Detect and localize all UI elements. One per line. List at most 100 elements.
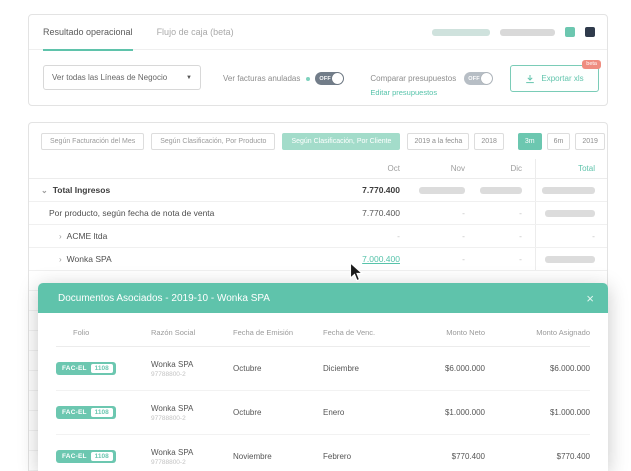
folio-badge[interactable]: FAC-EL 1108 — [56, 362, 116, 375]
export-xls-button[interactable]: beta Exportar xls — [510, 60, 601, 92]
monto-asignado: $770.400 — [556, 452, 590, 461]
rut: 97788800-2 — [151, 370, 186, 378]
table-row-wonka-spa[interactable]: › Wonka SPA 7.000.400 - - — [29, 248, 607, 271]
modal-title: Documentos Asociados - 2019-10 - Wonka S… — [58, 292, 270, 304]
tab-bar: Resultado operacional Flujo de caja (bet… — [29, 15, 607, 51]
header-actions — [432, 27, 595, 37]
range-2018[interactable]: 2018 — [474, 133, 504, 150]
toggle-state-label: OFF — [468, 75, 480, 82]
folio-number: 1108 — [90, 452, 113, 461]
column-fecha-venc: Fecha de Venc. — [323, 328, 376, 337]
skeleton-bar — [432, 28, 490, 36]
column-dic: Dic — [510, 164, 522, 173]
chevron-down-icon: ▼ — [186, 74, 192, 81]
skeleton-bar — [545, 209, 595, 217]
fecha-emision: Noviembre — [233, 452, 272, 461]
monto-asignado: $1.000.000 — [549, 408, 590, 417]
row-label: ACME ltda — [66, 231, 108, 241]
monto-neto: $6.000.000 — [444, 364, 485, 373]
table-row-total-ingresos[interactable]: ⌄ Total Ingresos 7.770.400 — [29, 179, 607, 202]
filter-row: Según Facturación del Mes Según Clasific… — [29, 123, 607, 159]
chevron-right-icon[interactable]: › — [59, 254, 62, 264]
cell-total — [535, 202, 595, 224]
row-label: Por producto, según fecha de nota de ven… — [49, 208, 215, 218]
cell-dic: - — [519, 208, 522, 218]
toggle-knob — [332, 73, 344, 84]
razon-social: Wonka SPA — [151, 359, 194, 369]
row-label: Wonka SPA — [66, 254, 112, 264]
cell-oct: 7.000.400 — [345, 248, 413, 270]
cell-oct: 7.770.400 — [362, 185, 400, 195]
amount-link-wonka-oct[interactable]: 7.000.400 — [362, 254, 400, 264]
column-fecha-emision: Fecha de Emisión — [233, 328, 294, 337]
folio-type: FAC-EL — [62, 453, 87, 460]
document-row: FAC-EL 1108 Wonka SPA 97788800-2 Octubre… — [56, 347, 590, 391]
tab-resultado-operacional[interactable]: Resultado operacional — [43, 15, 133, 51]
beta-badge: beta — [582, 60, 601, 70]
rut: 97788800-2 — [151, 458, 186, 466]
range-6m[interactable]: 6m — [546, 133, 571, 150]
tab-flujo-de-caja[interactable]: Flujo de caja (beta) — [156, 26, 234, 37]
close-icon[interactable]: × — [586, 290, 594, 306]
facturas-anuladas-group: Ver facturas anuladas OFF — [223, 72, 345, 85]
select-value: Ver todas las Líneas de Negocio — [52, 73, 168, 82]
column-folio: Folio — [73, 328, 90, 337]
fecha-venc: Enero — [323, 408, 345, 417]
cell-nov: - — [462, 254, 465, 264]
document-row: FAC-EL 1108 Wonka SPA 97788800-2 Octubre… — [56, 391, 590, 435]
cell-dic — [477, 179, 535, 201]
download-icon — [526, 74, 535, 83]
modal-table-header: Folio Razón Social Fecha de Emisión Fech… — [56, 319, 590, 347]
toggle-state-label: OFF — [319, 75, 331, 82]
cell-total: - — [535, 225, 595, 247]
skeleton-bar — [480, 186, 522, 194]
chip-clasificacion-producto[interactable]: Según Clasificación, Por Producto — [151, 133, 276, 150]
cell-oct: 7.770.400 — [362, 208, 400, 218]
modal-table: Folio Razón Social Fecha de Emisión Fech… — [38, 313, 608, 471]
chip-clasificacion-cliente[interactable]: Según Clasificación, Por Cliente — [282, 133, 401, 150]
column-nov: Nov — [450, 164, 465, 173]
monto-neto: $1.000.000 — [444, 408, 485, 417]
range-3m[interactable]: 3m — [517, 133, 542, 150]
table-row-acme-ltda[interactable]: › ACME ltda - - - - — [29, 225, 607, 248]
modal-header: Documentos Asociados - 2019-10 - Wonka S… — [38, 283, 608, 313]
chip-segun-facturacion-mes[interactable]: Según Facturación del Mes — [41, 133, 145, 150]
fecha-venc: Febrero — [323, 452, 352, 461]
cell-total — [535, 248, 595, 270]
cell-dic: - — [519, 231, 522, 241]
column-monto-neto: Monto Neto — [446, 328, 485, 337]
column-oct: Oct — [387, 164, 400, 173]
cell-nov: - — [462, 208, 465, 218]
folio-type: FAC-EL — [62, 409, 87, 416]
comparar-presupuestos-toggle[interactable]: OFF — [464, 72, 494, 85]
toolbar: Ver todas las Líneas de Negocio ▼ Ver fa… — [29, 50, 607, 97]
range-2019[interactable]: 2019 — [575, 133, 605, 150]
comparar-presupuestos-group: Comparar presupuestos OFF Editar presupu… — [370, 72, 494, 97]
facturas-anuladas-toggle[interactable]: OFF — [315, 72, 345, 85]
editar-presupuestos-link[interactable]: Editar presupuestos — [370, 88, 438, 97]
column-monto-asignado: Monto Asignado — [536, 328, 590, 337]
folio-badge[interactable]: FAC-EL 1108 — [56, 450, 116, 463]
table-row-por-producto: Por producto, según fecha de nota de ven… — [29, 202, 607, 225]
document-row: FAC-EL 1108 Wonka SPA 97788800-2 Noviemb… — [56, 435, 590, 471]
skeleton-bar — [500, 28, 555, 36]
cell-total — [535, 179, 595, 201]
business-lines-select[interactable]: Ver todas las Líneas de Negocio ▼ — [43, 65, 201, 90]
teal-dot-icon — [306, 76, 311, 81]
range-2019-a-la-fecha[interactable]: 2019 a la fecha — [407, 133, 470, 150]
comparar-presupuestos-label: Comparar presupuestos — [370, 74, 457, 83]
folio-number: 1108 — [90, 364, 113, 373]
cell-oct: - — [397, 231, 400, 241]
column-total: Total — [535, 159, 595, 178]
monto-asignado: $6.000.000 — [549, 364, 590, 373]
skeleton-bar — [545, 255, 595, 263]
skeleton-bar — [542, 186, 595, 194]
chevron-right-icon[interactable]: › — [59, 231, 62, 241]
dark-square-icon[interactable] — [585, 27, 595, 37]
folio-badge[interactable]: FAC-EL 1108 — [56, 406, 116, 419]
monto-neto: $770.400 — [451, 452, 485, 461]
chevron-down-icon[interactable]: ⌄ — [41, 185, 48, 195]
teal-square-icon[interactable] — [565, 27, 575, 37]
cell-nov: - — [462, 231, 465, 241]
